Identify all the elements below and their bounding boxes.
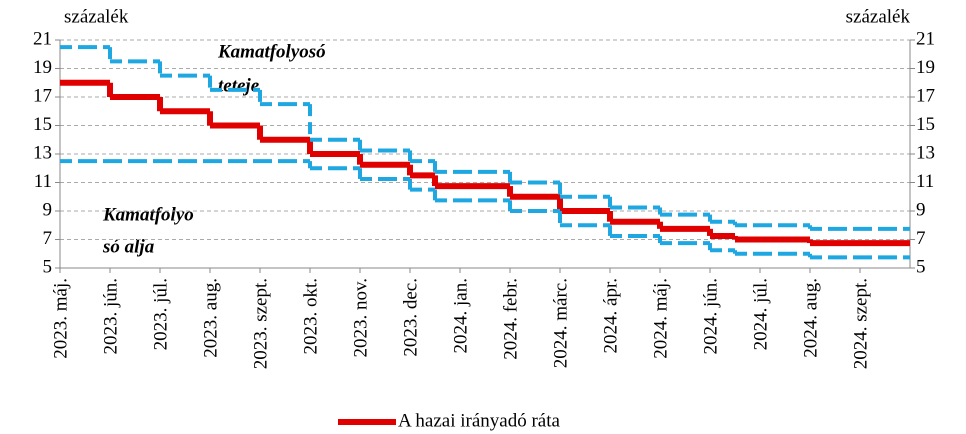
x-tick-label: 2023. jún. xyxy=(100,278,121,355)
x-tick-label: 2023. okt. xyxy=(300,278,321,355)
y-tick-label: 5 xyxy=(43,256,53,277)
x-tick-label: 2023. szept. xyxy=(250,278,271,369)
series xyxy=(60,45,910,231)
series xyxy=(60,159,910,260)
y2-tick-label: 11 xyxy=(916,171,934,192)
y2-tick-label: 15 xyxy=(916,114,935,135)
y-tick-label: 19 xyxy=(33,57,52,78)
annotation: Kamatfolyo xyxy=(102,204,194,225)
y2-tick-label: 21 xyxy=(916,28,935,49)
x-tick-label: 2023. júl. xyxy=(150,278,171,350)
y2-tick-label: 9 xyxy=(916,199,926,220)
annotation: Kamatfolyosó xyxy=(217,41,326,62)
x-tick-label: 2023. aug. xyxy=(200,278,221,358)
y2-tick-label: 5 xyxy=(916,256,926,277)
x-tick-label: 2024. febr. xyxy=(500,278,521,360)
x-tick-label: 2024. aug. xyxy=(800,278,821,358)
y2-tick-label: 19 xyxy=(916,57,935,78)
x-tick-label: 2024. márc. xyxy=(550,278,571,368)
y-tick-label: 7 xyxy=(43,228,53,249)
y-tick-label: 15 xyxy=(33,114,52,135)
x-tick-label: 2024. jún. xyxy=(700,278,721,355)
annotation: só alja xyxy=(102,236,155,257)
legend-label: A hazai irányadó ráta xyxy=(398,410,561,431)
x-tick-label: 2024. máj. xyxy=(650,278,671,359)
y2-tick-label: 7 xyxy=(916,228,926,249)
x-tick-label: 2024. júl. xyxy=(750,278,771,350)
y-tick-label: 21 xyxy=(33,28,52,49)
x-tick-label: 2024. jan. xyxy=(450,278,471,353)
y-tick-label: 17 xyxy=(33,85,52,106)
x-tick-label: 2023. máj. xyxy=(50,278,71,359)
x-tick-label: 2023. nov. xyxy=(350,278,371,358)
y2-tick-label: 17 xyxy=(916,85,935,106)
x-tick-label: 2023. dec. xyxy=(400,278,421,357)
y2-tick-label: 13 xyxy=(916,142,935,163)
y-tick-label: 11 xyxy=(34,171,52,192)
x-tick-label: 2024. szept. xyxy=(850,278,871,369)
y-axis-label: százalék xyxy=(64,6,129,27)
x-tick-label: 2024. ápr. xyxy=(600,278,621,353)
annotation: teteje xyxy=(218,75,260,96)
series xyxy=(60,79,910,247)
y-tick-label: 13 xyxy=(33,142,52,163)
y-tick-label: 9 xyxy=(43,199,53,220)
y2-axis-label: százalék xyxy=(846,6,911,27)
